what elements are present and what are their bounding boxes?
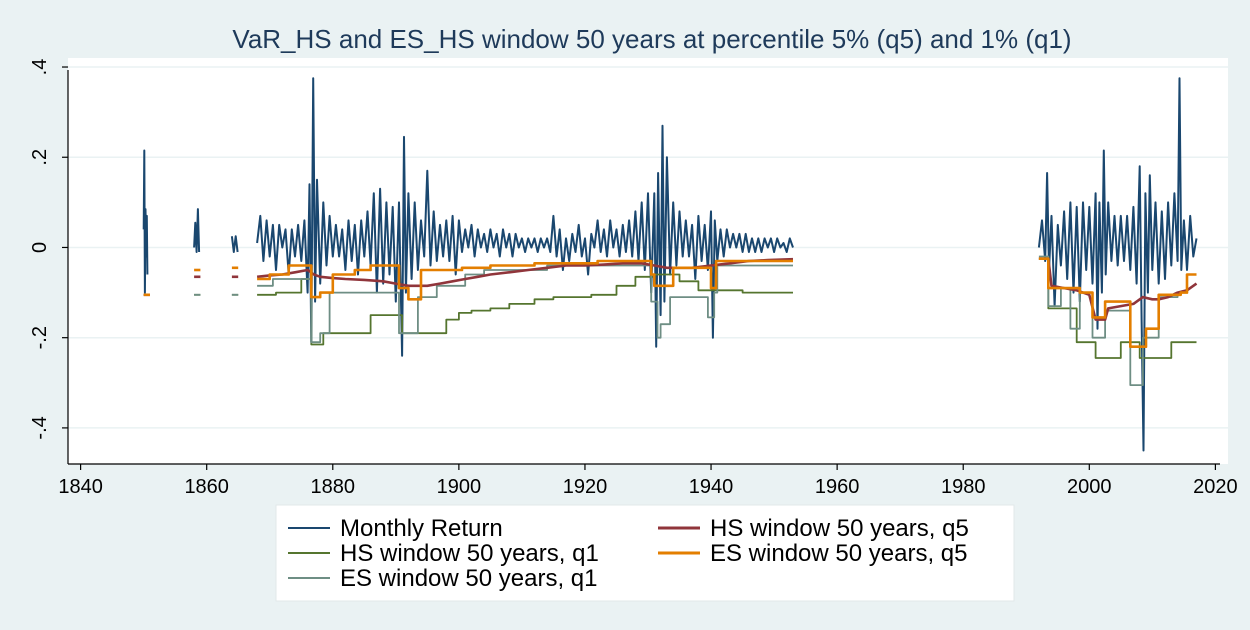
x-tick-label: 1900 bbox=[437, 476, 482, 498]
series-line-monthly-return bbox=[230, 235, 239, 253]
x-tick-label: 1860 bbox=[184, 476, 229, 498]
series-line-hs-q1 bbox=[257, 273, 793, 346]
series-es-q1 bbox=[143, 255, 1197, 386]
legend-label-hs-q1: HS window 50 years, q1 bbox=[340, 540, 599, 567]
series-line-es-q1 bbox=[1038, 255, 1197, 386]
series-line-monthly-return bbox=[142, 149, 149, 294]
x-tick-label: 2020 bbox=[1193, 476, 1238, 498]
axes: .4 .2 0 -.2 -.4 1840 1860 1880 1900 1920 1940 1960 1… bbox=[29, 59, 1238, 498]
x-tick-label: 1840 bbox=[58, 476, 103, 498]
y-tick-label: 0 bbox=[29, 242, 51, 253]
gridlines bbox=[68, 66, 1228, 429]
x-tick-label: 1960 bbox=[815, 476, 860, 498]
series-lines bbox=[142, 77, 1198, 452]
y-tick-label: -.2 bbox=[29, 326, 51, 349]
y-tick-label: .4 bbox=[29, 59, 51, 76]
series-line-monthly-return bbox=[1037, 77, 1198, 452]
legend-label-hs-q5: HS window 50 years, q5 bbox=[710, 515, 969, 542]
chart-title: VaR_HS and ES_HS window 50 years at perc… bbox=[232, 24, 1071, 54]
x-tick-label: 2000 bbox=[1067, 476, 1112, 498]
series-es-q5 bbox=[143, 257, 1197, 348]
legend-label-es-q1: ES window 50 years, q1 bbox=[340, 565, 597, 592]
x-tick-label: 1920 bbox=[563, 476, 608, 498]
series-line-es-q5 bbox=[257, 259, 793, 301]
legend-label-es-q5: ES window 50 years, q5 bbox=[710, 540, 967, 567]
series-monthly-return bbox=[142, 77, 1198, 452]
series-line-es-q1 bbox=[257, 264, 793, 344]
legend-label-monthly-return: Monthly Return bbox=[340, 515, 503, 542]
y-tick-label: .2 bbox=[29, 149, 51, 166]
x-tick-label: 1880 bbox=[311, 476, 356, 498]
series-line-monthly-return bbox=[193, 208, 201, 253]
series-line-hs-q1 bbox=[1038, 257, 1197, 359]
y-tick-label: -.4 bbox=[29, 416, 51, 439]
legend-box bbox=[275, 504, 1015, 602]
x-tick-label: 1980 bbox=[941, 476, 986, 498]
series-line-es-q5 bbox=[1038, 257, 1197, 348]
x-tick-label: 1940 bbox=[689, 476, 734, 498]
series-line-monthly-return bbox=[256, 77, 794, 357]
